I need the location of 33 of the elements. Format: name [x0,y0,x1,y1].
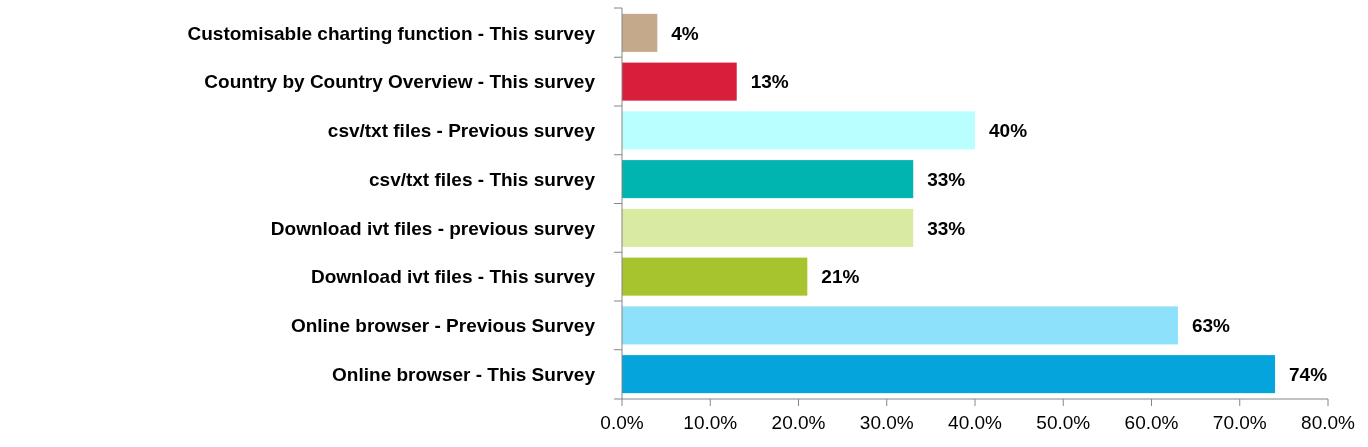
x-tick-label: 20.0% [771,412,826,433]
data-label: 33% [927,168,966,190]
x-tick-label: 60.0% [1124,412,1179,433]
data-label: 33% [927,217,966,239]
bar [622,13,658,52]
data-label: 21% [821,266,860,288]
bar [622,208,914,247]
x-tick-label: 50.0% [1036,412,1091,433]
x-tick-label: 70.0% [1212,412,1267,433]
data-label: 13% [750,71,789,93]
bar [622,257,808,296]
x-tick-label: 0.0% [600,412,644,433]
bar [622,306,1178,345]
y-tick-label: Customisable charting function - This survey [187,22,596,44]
x-tick-label: 10.0% [683,412,738,433]
data-label: 74% [1289,363,1328,385]
x-tick-label: 30.0% [859,412,914,433]
x-tick-label: 80.0% [1301,412,1356,433]
x-tick-label: 40.0% [948,412,1003,433]
y-tick-label: Online browser - Previous Survey [290,315,596,337]
y-tick-label: Online browser - This Survey [332,363,596,385]
bar [622,111,975,150]
data-label: 40% [989,120,1028,142]
y-tick-label: Country by Country Overview - This survey [204,71,596,93]
bar [622,62,737,101]
y-tick-label: Download ivt files - previous survey [270,217,596,239]
y-tick-label: csv/txt files - This survey [369,168,596,190]
y-tick-label: csv/txt files - Previous survey [327,120,596,142]
data-label: 63% [1191,315,1231,337]
bar [622,160,914,199]
data-label: 4% [671,22,699,44]
bar [622,355,1276,394]
y-tick-label: Download ivt files - This survey [310,266,596,288]
